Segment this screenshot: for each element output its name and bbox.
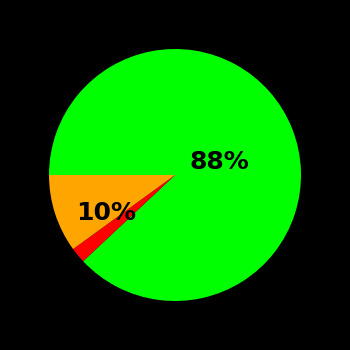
Wedge shape — [73, 175, 175, 261]
Text: 10%: 10% — [76, 201, 136, 225]
Wedge shape — [49, 49, 301, 301]
Text: 88%: 88% — [189, 150, 249, 174]
Wedge shape — [49, 175, 175, 249]
